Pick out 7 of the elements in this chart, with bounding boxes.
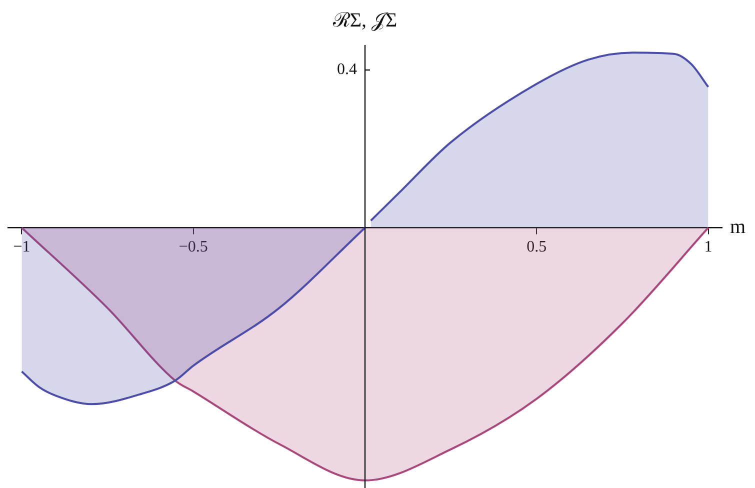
x-axis-title: m <box>730 216 746 238</box>
x-tick-label: 1 <box>704 238 712 256</box>
y-axis-title: ℛΣ, 𝒥Σ <box>332 9 398 32</box>
x-tick-label: −1 <box>13 238 30 256</box>
annotation: 0.4 <box>337 61 357 78</box>
x-tick-label: 0.5 <box>526 238 547 256</box>
x-tick-label: −0.5 <box>178 238 208 256</box>
